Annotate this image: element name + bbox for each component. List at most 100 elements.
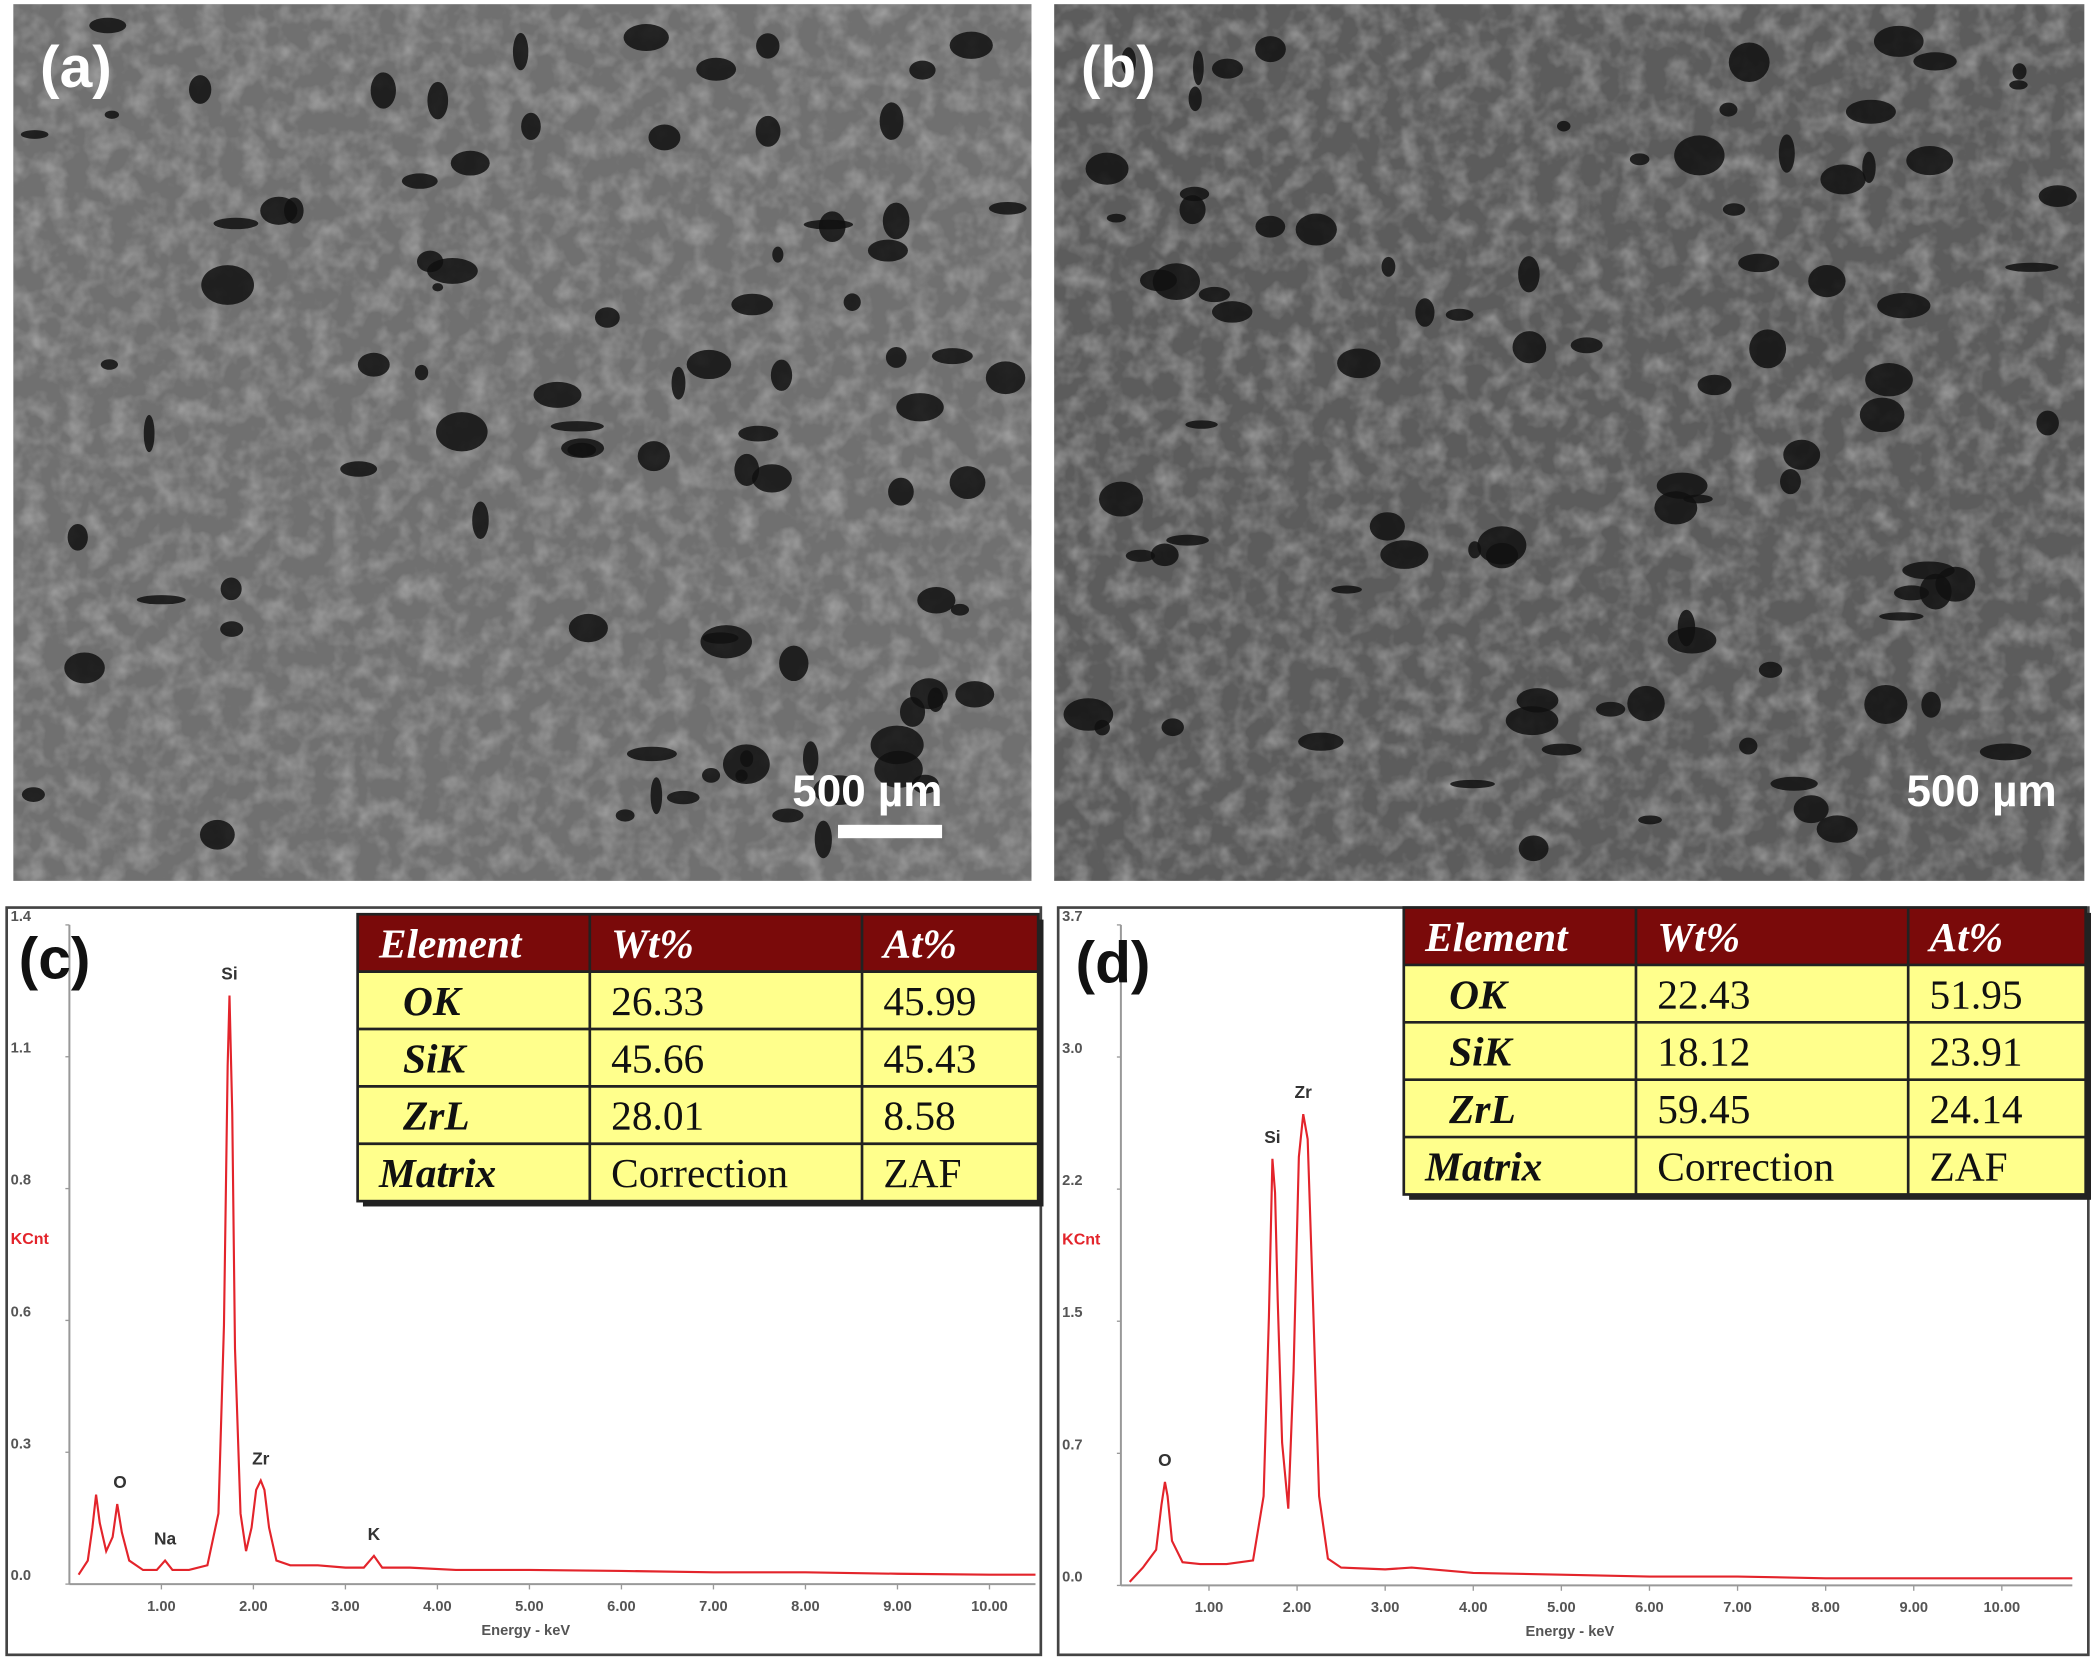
pore (1331, 585, 1362, 594)
pore (594, 307, 620, 328)
table-header: At% (880, 921, 957, 967)
table-cell: Matrix (1424, 1143, 1542, 1189)
pore (1683, 494, 1713, 504)
pore (2005, 262, 2059, 272)
table-cell: SiK (403, 1035, 467, 1081)
pore (988, 201, 1027, 215)
pore (1783, 439, 1821, 470)
pore (1859, 397, 1905, 433)
y-tick-label: 0.6 (11, 1304, 31, 1320)
table-cell: 59.45 (1657, 1086, 1750, 1132)
x-tick-label: 6.00 (607, 1599, 636, 1615)
pore (1697, 374, 1732, 396)
pore (201, 265, 255, 305)
table-cell: ZrL (402, 1093, 470, 1139)
pore (899, 697, 926, 727)
y-tick-label: 0.7 (1062, 1437, 1082, 1453)
pore (20, 130, 49, 139)
pore (1166, 534, 1209, 546)
pore (1505, 706, 1559, 736)
x-axis-label: Energy - keV (1526, 1624, 1615, 1640)
y-tick-label: 1.4 (11, 909, 32, 925)
pore (1445, 308, 1474, 321)
pore (1188, 86, 1202, 112)
pore (1638, 815, 1662, 825)
y-tick-label: 3.7 (1062, 909, 1082, 925)
x-tick-label: 10.00 (1983, 1600, 2020, 1616)
scale-bar (838, 824, 943, 839)
scale-label: 500 µm (792, 767, 942, 816)
pore (738, 425, 779, 442)
table-border (356, 912, 1040, 1203)
pore (686, 349, 732, 380)
pore (1770, 776, 1818, 791)
table-cell: ZAF (883, 1150, 961, 1196)
pore (756, 33, 780, 59)
pore (985, 361, 1026, 395)
pore (432, 283, 444, 292)
pore (722, 744, 770, 785)
eds-chart: 0.0 0.7 1.5 2.2 3.0 3.7 1.00 2.00 3.00 4.00 5.00 6.… (1056, 906, 2091, 1657)
pore (666, 790, 700, 805)
pore (731, 293, 773, 316)
y-tick-label: 0.0 (11, 1568, 31, 1584)
table-cell: 24.14 (1930, 1086, 2023, 1132)
pore (1629, 153, 1650, 166)
x-tick-label: 9.00 (1899, 1600, 1928, 1616)
pore (427, 81, 449, 120)
pore (626, 746, 677, 762)
pore (879, 102, 904, 140)
pore (1979, 743, 2032, 761)
pore (1778, 134, 1795, 173)
pore (1255, 36, 1286, 63)
pore (1161, 718, 1184, 737)
pore (1179, 195, 1206, 225)
pore (89, 17, 127, 34)
pore (533, 381, 582, 408)
pore (1864, 684, 1908, 725)
pore (450, 150, 490, 176)
pore (1255, 215, 1286, 238)
pore (779, 645, 809, 682)
pore (949, 466, 986, 500)
x-tick-label: 7.00 (1723, 1600, 1752, 1616)
panel-label: (c) (19, 926, 91, 991)
pore (702, 632, 739, 644)
pore (1719, 102, 1738, 117)
pore (1121, 47, 1136, 76)
pore (220, 577, 242, 601)
table-border (1402, 906, 2087, 1196)
pore (896, 393, 944, 422)
table-cell: 23.91 (1930, 1029, 2023, 1075)
sem-texture (1054, 4, 2085, 881)
panel-label: (a) (40, 35, 112, 100)
pore (1728, 42, 1770, 82)
pore (702, 767, 721, 783)
pore (1211, 301, 1253, 323)
spectrum-line (77, 995, 1036, 1576)
pore (1298, 732, 1344, 751)
pore (568, 613, 608, 643)
table-cell: 51.95 (1930, 971, 2023, 1017)
pore (770, 359, 793, 391)
pore (813, 775, 863, 806)
pore (1894, 585, 1929, 601)
pore (1879, 612, 1924, 621)
peak-label: Zr (1295, 1082, 1313, 1102)
table-header: Element (1424, 914, 1569, 960)
pore (772, 246, 784, 263)
x-tick-label: 10.00 (971, 1599, 1008, 1615)
pore (1541, 743, 1582, 756)
table-cell: 45.66 (611, 1035, 704, 1081)
pore (1738, 253, 1780, 273)
pore (1106, 213, 1126, 223)
table-cell: 8.58 (883, 1093, 955, 1139)
pore (1596, 701, 1626, 717)
pore (2009, 80, 2028, 90)
pore (1516, 688, 1559, 713)
pore (623, 24, 669, 51)
x-tick-label: 4.00 (423, 1599, 452, 1615)
pore (882, 202, 910, 240)
